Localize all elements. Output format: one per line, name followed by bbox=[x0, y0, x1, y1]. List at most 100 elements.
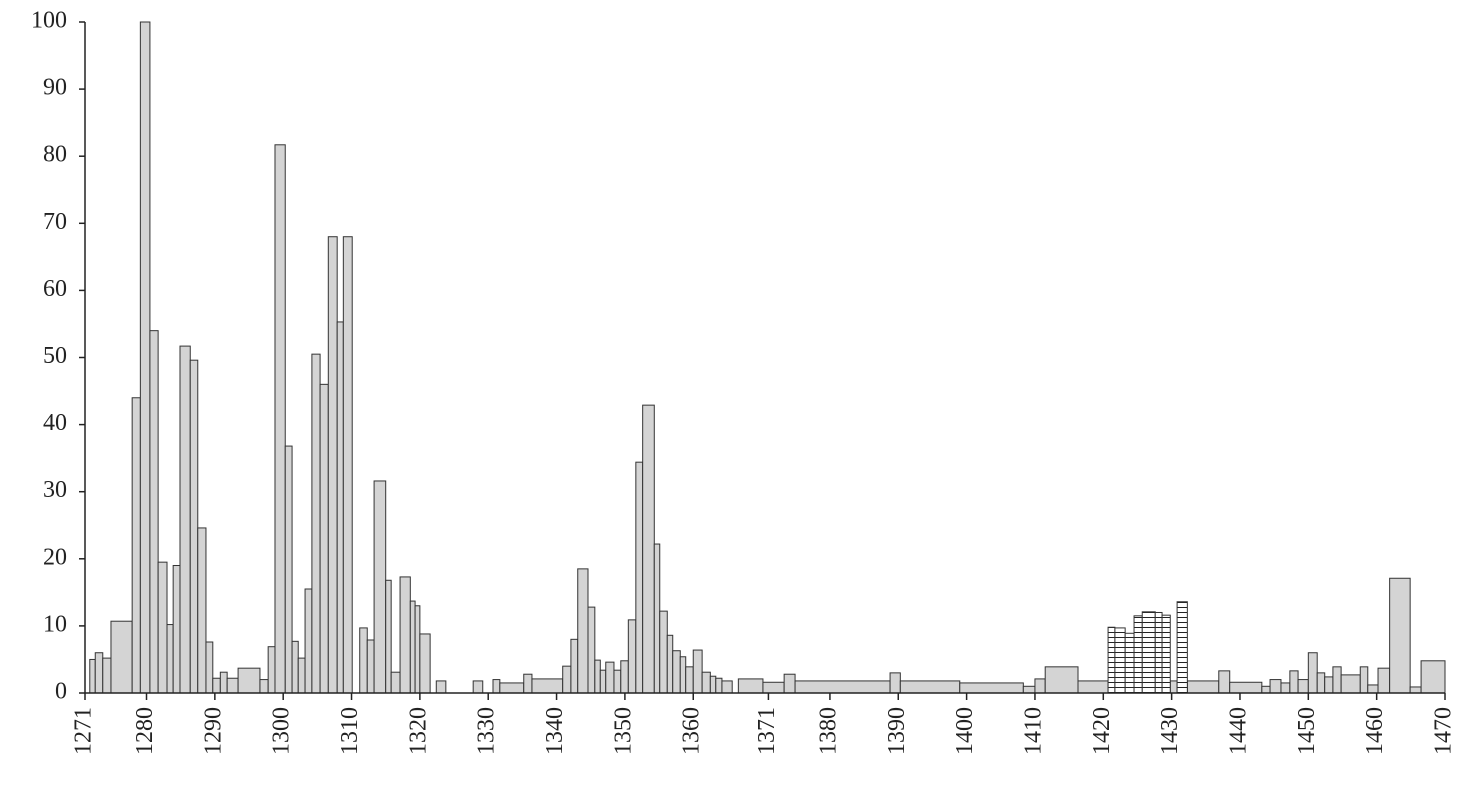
bar bbox=[419, 633, 431, 694]
bar bbox=[311, 353, 321, 694]
bar bbox=[342, 236, 353, 694]
bar bbox=[1124, 632, 1135, 694]
bar bbox=[390, 671, 401, 694]
bar bbox=[291, 640, 299, 694]
x-tick-label: 1360 bbox=[679, 707, 705, 755]
bar bbox=[1297, 679, 1309, 694]
y-tick-label: 20 bbox=[43, 544, 67, 570]
x-tick-label: 1310 bbox=[337, 707, 363, 755]
bar bbox=[1420, 660, 1446, 694]
bar bbox=[1133, 615, 1143, 694]
y-tick-label: 80 bbox=[43, 142, 67, 168]
bar bbox=[149, 330, 159, 694]
bar bbox=[1022, 685, 1036, 694]
bar bbox=[715, 677, 723, 694]
y-tick-label: 100 bbox=[31, 8, 67, 34]
bar bbox=[1316, 672, 1326, 694]
bar bbox=[642, 404, 655, 694]
bar bbox=[205, 641, 214, 694]
y-tick-label: 90 bbox=[43, 75, 67, 101]
bar bbox=[959, 682, 1024, 694]
y-tick-label: 30 bbox=[43, 477, 67, 503]
bar bbox=[102, 657, 112, 694]
bar bbox=[587, 606, 596, 694]
bar bbox=[562, 665, 572, 694]
bar bbox=[1289, 670, 1299, 694]
bar bbox=[1377, 667, 1391, 694]
bar bbox=[1367, 684, 1379, 694]
bar bbox=[274, 144, 286, 694]
bar bbox=[1114, 627, 1126, 694]
bar bbox=[709, 675, 717, 694]
x-tick-label: 1470 bbox=[1431, 707, 1457, 755]
bar bbox=[783, 673, 796, 694]
bar bbox=[620, 660, 629, 694]
bar bbox=[435, 680, 447, 694]
bar bbox=[613, 669, 622, 694]
x-tick-label: 1380 bbox=[815, 707, 841, 755]
bar bbox=[319, 383, 329, 694]
bar bbox=[1269, 679, 1282, 694]
x-tick-label: 1400 bbox=[952, 707, 978, 755]
bar bbox=[899, 680, 961, 694]
bar bbox=[1359, 666, 1369, 694]
bar bbox=[1340, 674, 1361, 694]
bar bbox=[385, 579, 392, 694]
bar bbox=[666, 634, 674, 694]
bar bbox=[599, 669, 607, 694]
x-tick-label: 1271 bbox=[71, 707, 97, 755]
bar bbox=[737, 678, 764, 694]
y-tick-label: 0 bbox=[55, 679, 67, 705]
y-tick-label: 50 bbox=[43, 343, 67, 369]
x-tick-label: 1300 bbox=[269, 707, 295, 755]
bar bbox=[297, 657, 306, 694]
bar bbox=[659, 610, 668, 694]
bar bbox=[605, 661, 615, 694]
x-tick-label: 1330 bbox=[474, 707, 500, 755]
bar bbox=[166, 624, 174, 694]
bar bbox=[1141, 611, 1156, 694]
bar bbox=[409, 600, 416, 694]
bar bbox=[679, 656, 687, 694]
bar bbox=[1044, 666, 1079, 694]
bar bbox=[1409, 686, 1422, 694]
bar bbox=[794, 680, 891, 694]
bar bbox=[189, 359, 199, 694]
y-tick-label: 40 bbox=[43, 410, 67, 436]
x-tick-label: 1390 bbox=[884, 707, 910, 755]
x-tick-label: 1430 bbox=[1157, 707, 1183, 755]
x-tick-label: 1280 bbox=[132, 707, 158, 755]
bar bbox=[1389, 577, 1411, 694]
bar bbox=[685, 666, 694, 694]
x-tick-label: 1371 bbox=[754, 707, 780, 755]
bar bbox=[635, 461, 644, 694]
bar bbox=[110, 620, 133, 694]
bar bbox=[672, 650, 681, 694]
bar bbox=[692, 649, 703, 694]
x-tick-label: 1440 bbox=[1225, 707, 1251, 755]
bar bbox=[1218, 670, 1231, 694]
bar bbox=[721, 680, 733, 694]
bar bbox=[304, 588, 313, 694]
bar bbox=[327, 236, 338, 694]
bar bbox=[531, 678, 564, 694]
x-tick-label: 1420 bbox=[1089, 707, 1115, 755]
x-tick-label: 1320 bbox=[405, 707, 431, 755]
bar bbox=[762, 681, 785, 694]
x-tick-label: 1460 bbox=[1362, 707, 1388, 755]
bar bbox=[172, 565, 181, 694]
bar bbox=[594, 659, 601, 694]
bar bbox=[1169, 680, 1178, 694]
bar bbox=[414, 605, 421, 694]
bar bbox=[701, 671, 711, 694]
bar bbox=[219, 671, 228, 694]
bar bbox=[1324, 676, 1334, 694]
y-tick-label: 70 bbox=[43, 209, 67, 235]
bar bbox=[226, 677, 239, 694]
bar bbox=[284, 445, 293, 694]
bar bbox=[1077, 680, 1109, 694]
x-tick-label: 1290 bbox=[200, 707, 226, 755]
bar bbox=[1154, 611, 1163, 694]
x-tick-label: 1350 bbox=[610, 707, 636, 755]
bar bbox=[889, 672, 901, 694]
